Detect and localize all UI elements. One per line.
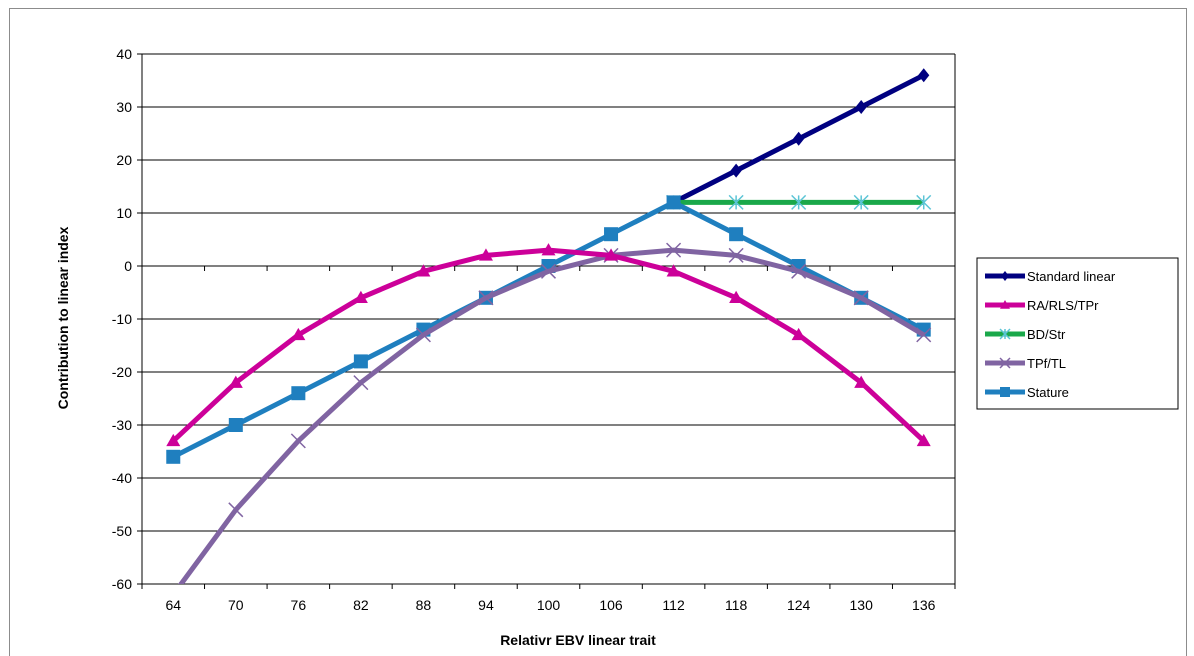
legend-label: Stature — [1027, 385, 1069, 400]
x-marker — [853, 290, 869, 306]
x-tick-label: 76 — [291, 597, 307, 613]
triangle-marker — [1000, 300, 1010, 309]
legend-label: Standard linear — [1027, 269, 1116, 284]
y-tick-label: 30 — [116, 99, 132, 115]
triangle-marker — [416, 264, 431, 277]
x-tick-label: 130 — [850, 597, 874, 613]
asterisk-marker — [791, 194, 807, 210]
x-marker — [478, 290, 494, 306]
y-tick-label: -40 — [112, 470, 132, 486]
legend-item: TPf/TL — [985, 356, 1066, 371]
diamond-marker — [793, 131, 805, 146]
x-marker — [540, 263, 557, 279]
legend-item: Standard linear — [985, 269, 1116, 284]
x-tick-label: 112 — [662, 597, 685, 613]
square-marker — [1000, 387, 1010, 397]
y-axis-title: Contribution to linear index — [55, 226, 71, 409]
series-bd-str — [666, 194, 932, 210]
y-tick-label: 10 — [116, 205, 132, 221]
y-tick-label: 0 — [124, 258, 132, 274]
series-line — [177, 247, 926, 584]
gridlines — [142, 53, 955, 532]
diamond-marker — [918, 68, 930, 83]
asterisk-marker — [728, 194, 744, 210]
x-marker — [666, 242, 682, 258]
asterisk-marker — [853, 194, 869, 210]
series-layer — [166, 68, 932, 584]
x-marker — [916, 327, 932, 343]
triangle-marker — [854, 375, 869, 388]
triangle-marker — [729, 290, 744, 304]
series-line — [172, 199, 925, 460]
square-marker — [166, 449, 181, 464]
diamond-marker — [1001, 271, 1009, 281]
x-marker — [791, 263, 807, 279]
square-marker — [666, 195, 681, 210]
x-tick-label: 94 — [478, 597, 494, 613]
x-axis-title: Relativr EBV linear trait — [500, 632, 656, 648]
triangle-marker — [666, 264, 681, 277]
square-marker — [353, 354, 368, 369]
triangle-marker — [166, 433, 181, 447]
x-marker — [415, 327, 431, 343]
series-ra-rls-tpr — [166, 243, 931, 447]
triangle-marker — [916, 433, 931, 447]
legend-item: BD/Str — [985, 327, 1066, 342]
triangle-marker — [478, 248, 493, 261]
x-tick-label: 136 — [912, 597, 936, 613]
square-marker — [228, 418, 243, 432]
x-tick-label: 88 — [416, 597, 432, 613]
asterisk-marker — [999, 328, 1011, 340]
axes — [137, 53, 956, 589]
series-standard-linear — [667, 68, 930, 210]
y-tick-label: -20 — [112, 364, 132, 380]
legend-label: RA/RLS/TPr — [1027, 298, 1099, 313]
legend: Standard linear RA/RLS/TPr BD/Str TPf/TL Sta… — [976, 257, 1179, 410]
x-tick-label: 106 — [599, 597, 623, 613]
y-tick-label: -60 — [112, 576, 132, 592]
x-tick-label: 82 — [353, 597, 369, 613]
x-tick-label: 100 — [537, 597, 561, 613]
series-tpf-tl — [177, 242, 932, 584]
legend-label: BD/Str — [1027, 327, 1066, 342]
legend-label: TPf/TL — [1027, 356, 1066, 371]
x-marker — [999, 357, 1011, 369]
diamond-marker — [855, 100, 867, 114]
series-stature — [166, 195, 931, 464]
x-tick-label: 124 — [787, 597, 811, 613]
triangle-marker — [353, 290, 368, 304]
triangle-marker — [604, 248, 619, 261]
x-marker — [290, 433, 306, 449]
x-tick-label: 118 — [725, 597, 748, 613]
y-tick-label: 20 — [116, 152, 132, 168]
x-marker — [353, 375, 369, 391]
x-marker — [228, 502, 244, 518]
x-tick-label: 70 — [228, 597, 244, 613]
diamond-marker — [730, 163, 742, 178]
triangle-marker — [291, 327, 306, 341]
y-tick-label: -10 — [112, 311, 132, 327]
square-marker — [729, 227, 744, 242]
square-marker — [291, 386, 306, 401]
chart-frame — [9, 8, 1187, 656]
triangle-marker — [228, 375, 243, 388]
y-tick-label: 40 — [116, 46, 132, 62]
x-tick-label: 64 — [165, 597, 181, 613]
legend-item: Stature — [985, 385, 1069, 400]
triangle-marker — [541, 243, 556, 256]
y-tick-label: -30 — [112, 417, 132, 433]
triangle-marker — [791, 327, 806, 341]
asterisk-marker — [916, 194, 932, 210]
square-marker — [604, 227, 619, 242]
legend-item: RA/RLS/TPr — [985, 298, 1099, 313]
y-tick-label: -50 — [112, 523, 132, 539]
x-marker — [728, 247, 744, 263]
